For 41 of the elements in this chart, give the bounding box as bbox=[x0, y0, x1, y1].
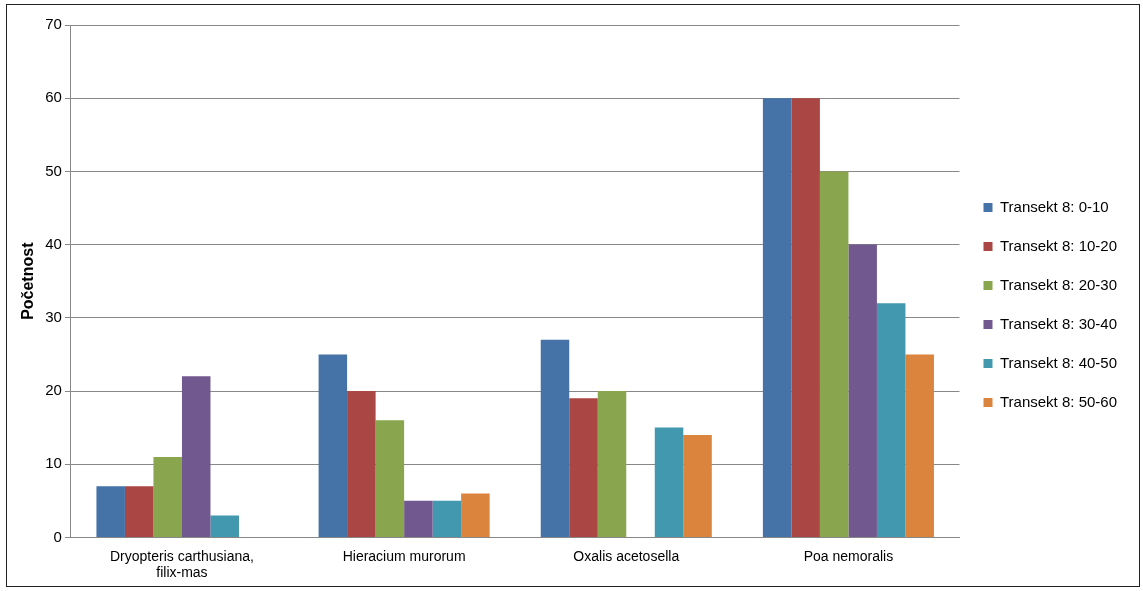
y-tick-label: 30 bbox=[45, 307, 62, 325]
bar bbox=[791, 98, 820, 537]
bar bbox=[210, 515, 239, 537]
bar bbox=[597, 391, 627, 537]
bar bbox=[124, 486, 154, 537]
bar bbox=[540, 339, 570, 537]
y-tick-label: 20 bbox=[45, 381, 62, 399]
legend-label: Transekt 8: 30-40 bbox=[1000, 314, 1118, 332]
bar bbox=[318, 354, 348, 537]
bar bbox=[432, 500, 462, 537]
bar bbox=[905, 354, 934, 537]
bar bbox=[569, 398, 598, 537]
bar bbox=[683, 434, 712, 537]
bar bbox=[153, 456, 182, 537]
bar bbox=[848, 244, 877, 537]
legend-label: Transekt 8: 10-20 bbox=[1000, 236, 1118, 254]
x-tick-label: Hieracium murorum bbox=[342, 547, 466, 564]
x-tick-label: Poa nemoralis bbox=[803, 547, 894, 564]
legend-label: Transekt 8: 20-30 bbox=[1000, 275, 1118, 293]
bar bbox=[461, 493, 490, 537]
x-tick-label: Oxalis acetosella bbox=[573, 547, 680, 564]
x-tick-label: Dryopteris carthusiana, filix-mas bbox=[109, 547, 254, 581]
y-tick-label: 40 bbox=[45, 234, 62, 252]
bar bbox=[181, 376, 211, 537]
legend-label: Transekt 8: 50-60 bbox=[1000, 392, 1118, 410]
bar bbox=[654, 427, 684, 537]
bar bbox=[876, 303, 906, 537]
y-tick-label: 10 bbox=[45, 454, 62, 472]
y-tick-label: 60 bbox=[45, 88, 62, 106]
bar bbox=[404, 500, 433, 537]
bar bbox=[819, 171, 849, 537]
bar bbox=[96, 486, 125, 537]
bar bbox=[375, 420, 405, 537]
legend-label: Transekt 8: 40-50 bbox=[1000, 353, 1118, 371]
y-tick-label: 50 bbox=[45, 161, 62, 179]
y-tick-label: 0 bbox=[53, 527, 62, 545]
y-tick-label: 70 bbox=[45, 15, 62, 33]
bar bbox=[347, 391, 376, 537]
bar bbox=[762, 98, 792, 537]
y-axis-title: Početnost bbox=[19, 241, 37, 320]
legend-label: Transekt 8: 0-10 bbox=[1000, 197, 1109, 215]
